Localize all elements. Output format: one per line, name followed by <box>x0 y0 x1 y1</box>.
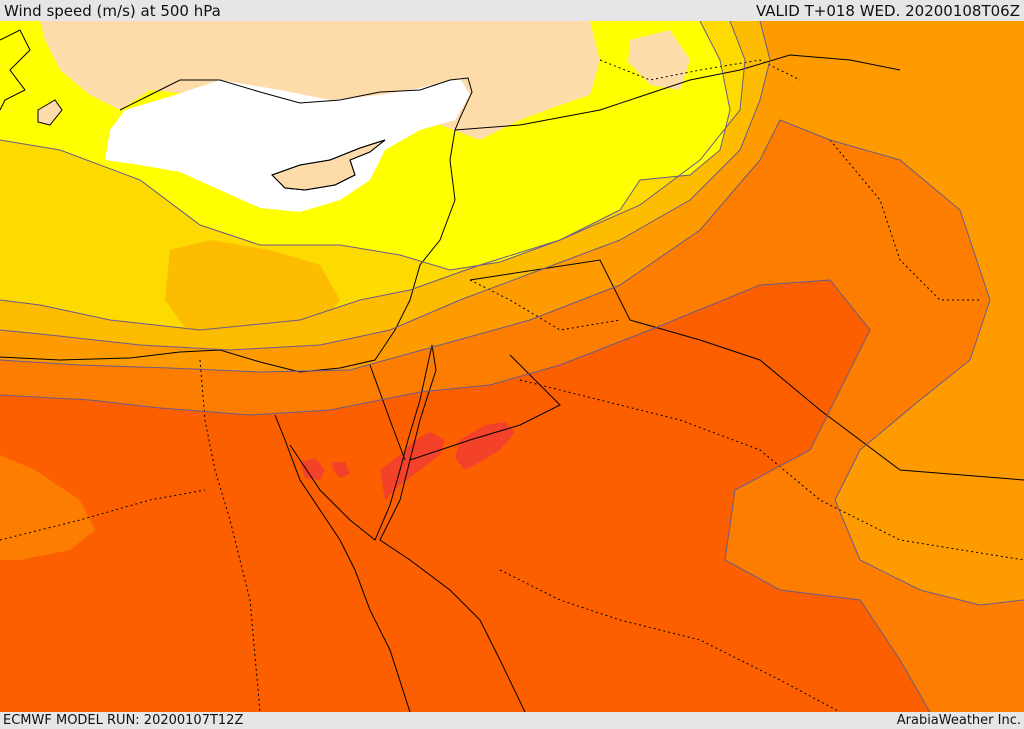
band-35-40-patch <box>165 240 340 335</box>
band-55-60-c <box>300 458 325 480</box>
band-55-60-d <box>332 462 350 478</box>
credit: ArabiaWeather Inc. <box>896 713 1021 728</box>
coastlines <box>0 29 526 712</box>
band-55-60-b <box>455 422 515 470</box>
contour-lines <box>0 21 1024 712</box>
band-20-25-ne <box>628 30 690 90</box>
band-lt20 <box>105 78 470 212</box>
footer-bar: ECMWF MODEL RUN: 20200107T12Z ArabiaWeat… <box>0 712 1024 729</box>
model-run: ECMWF MODEL RUN: 20200107T12Z <box>3 713 244 728</box>
band-45-50-west <box>0 455 95 560</box>
aegean-island <box>37 99 63 126</box>
map-title: Wind speed (m/s) at 500 hPa <box>4 1 221 20</box>
valid-time: VALID T+018 WED. 20200108T06Z <box>755 1 1020 20</box>
national-borders <box>369 54 1024 481</box>
header-bar: Wind speed (m/s) at 500 hPa VALID T+018 … <box>0 0 1024 21</box>
borders <box>0 59 1024 712</box>
wind-speed-map <box>0 21 1024 712</box>
